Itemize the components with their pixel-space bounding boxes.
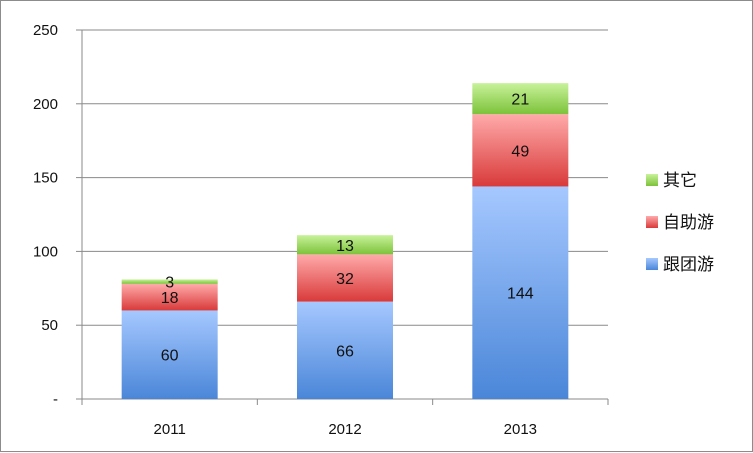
bar-value-label: 3 — [165, 275, 174, 292]
bar-value-label: 144 — [507, 286, 534, 303]
bar-segment — [472, 186, 569, 399]
legend-label: 自助游 — [663, 213, 714, 232]
x-category-label: 2013 — [504, 421, 537, 438]
bar-value-label: 60 — [161, 348, 179, 365]
bar-value-label: 49 — [511, 143, 529, 160]
legend-swatch — [646, 258, 658, 270]
bars — [121, 83, 569, 399]
bar-segment — [121, 279, 218, 284]
x-category-label: 2012 — [328, 421, 361, 438]
legend-swatch — [646, 174, 658, 186]
bar-value-label: 13 — [336, 238, 354, 255]
bar-value-label: 18 — [161, 290, 179, 307]
x-category-label: 2011 — [154, 421, 186, 438]
bar-segment — [472, 83, 569, 115]
bar-segment — [297, 235, 393, 255]
bar-value-label: 32 — [336, 271, 354, 288]
y-tick-label: 200 — [33, 96, 58, 113]
bar-segment — [121, 283, 218, 311]
bar-value-label: 66 — [336, 343, 354, 360]
bar-value-label: 21 — [511, 92, 529, 109]
data-labels: 60 183 66 32 13 144 49 21 — [161, 92, 534, 365]
bar-segment — [297, 254, 393, 302]
bar-segment — [472, 114, 569, 187]
y-tick-label: 150 — [33, 170, 58, 187]
legend-swatch — [646, 216, 658, 228]
legend-label: 其它 — [663, 171, 697, 190]
y-tick-label: 100 — [33, 243, 58, 260]
bar-segment — [297, 301, 393, 399]
y-tick-label: - — [53, 391, 58, 408]
y-tick-label: 50 — [41, 317, 58, 334]
bar-segment — [121, 310, 218, 399]
y-tick-label: 250 — [33, 22, 58, 39]
legend-label: 跟团游 — [663, 255, 714, 274]
